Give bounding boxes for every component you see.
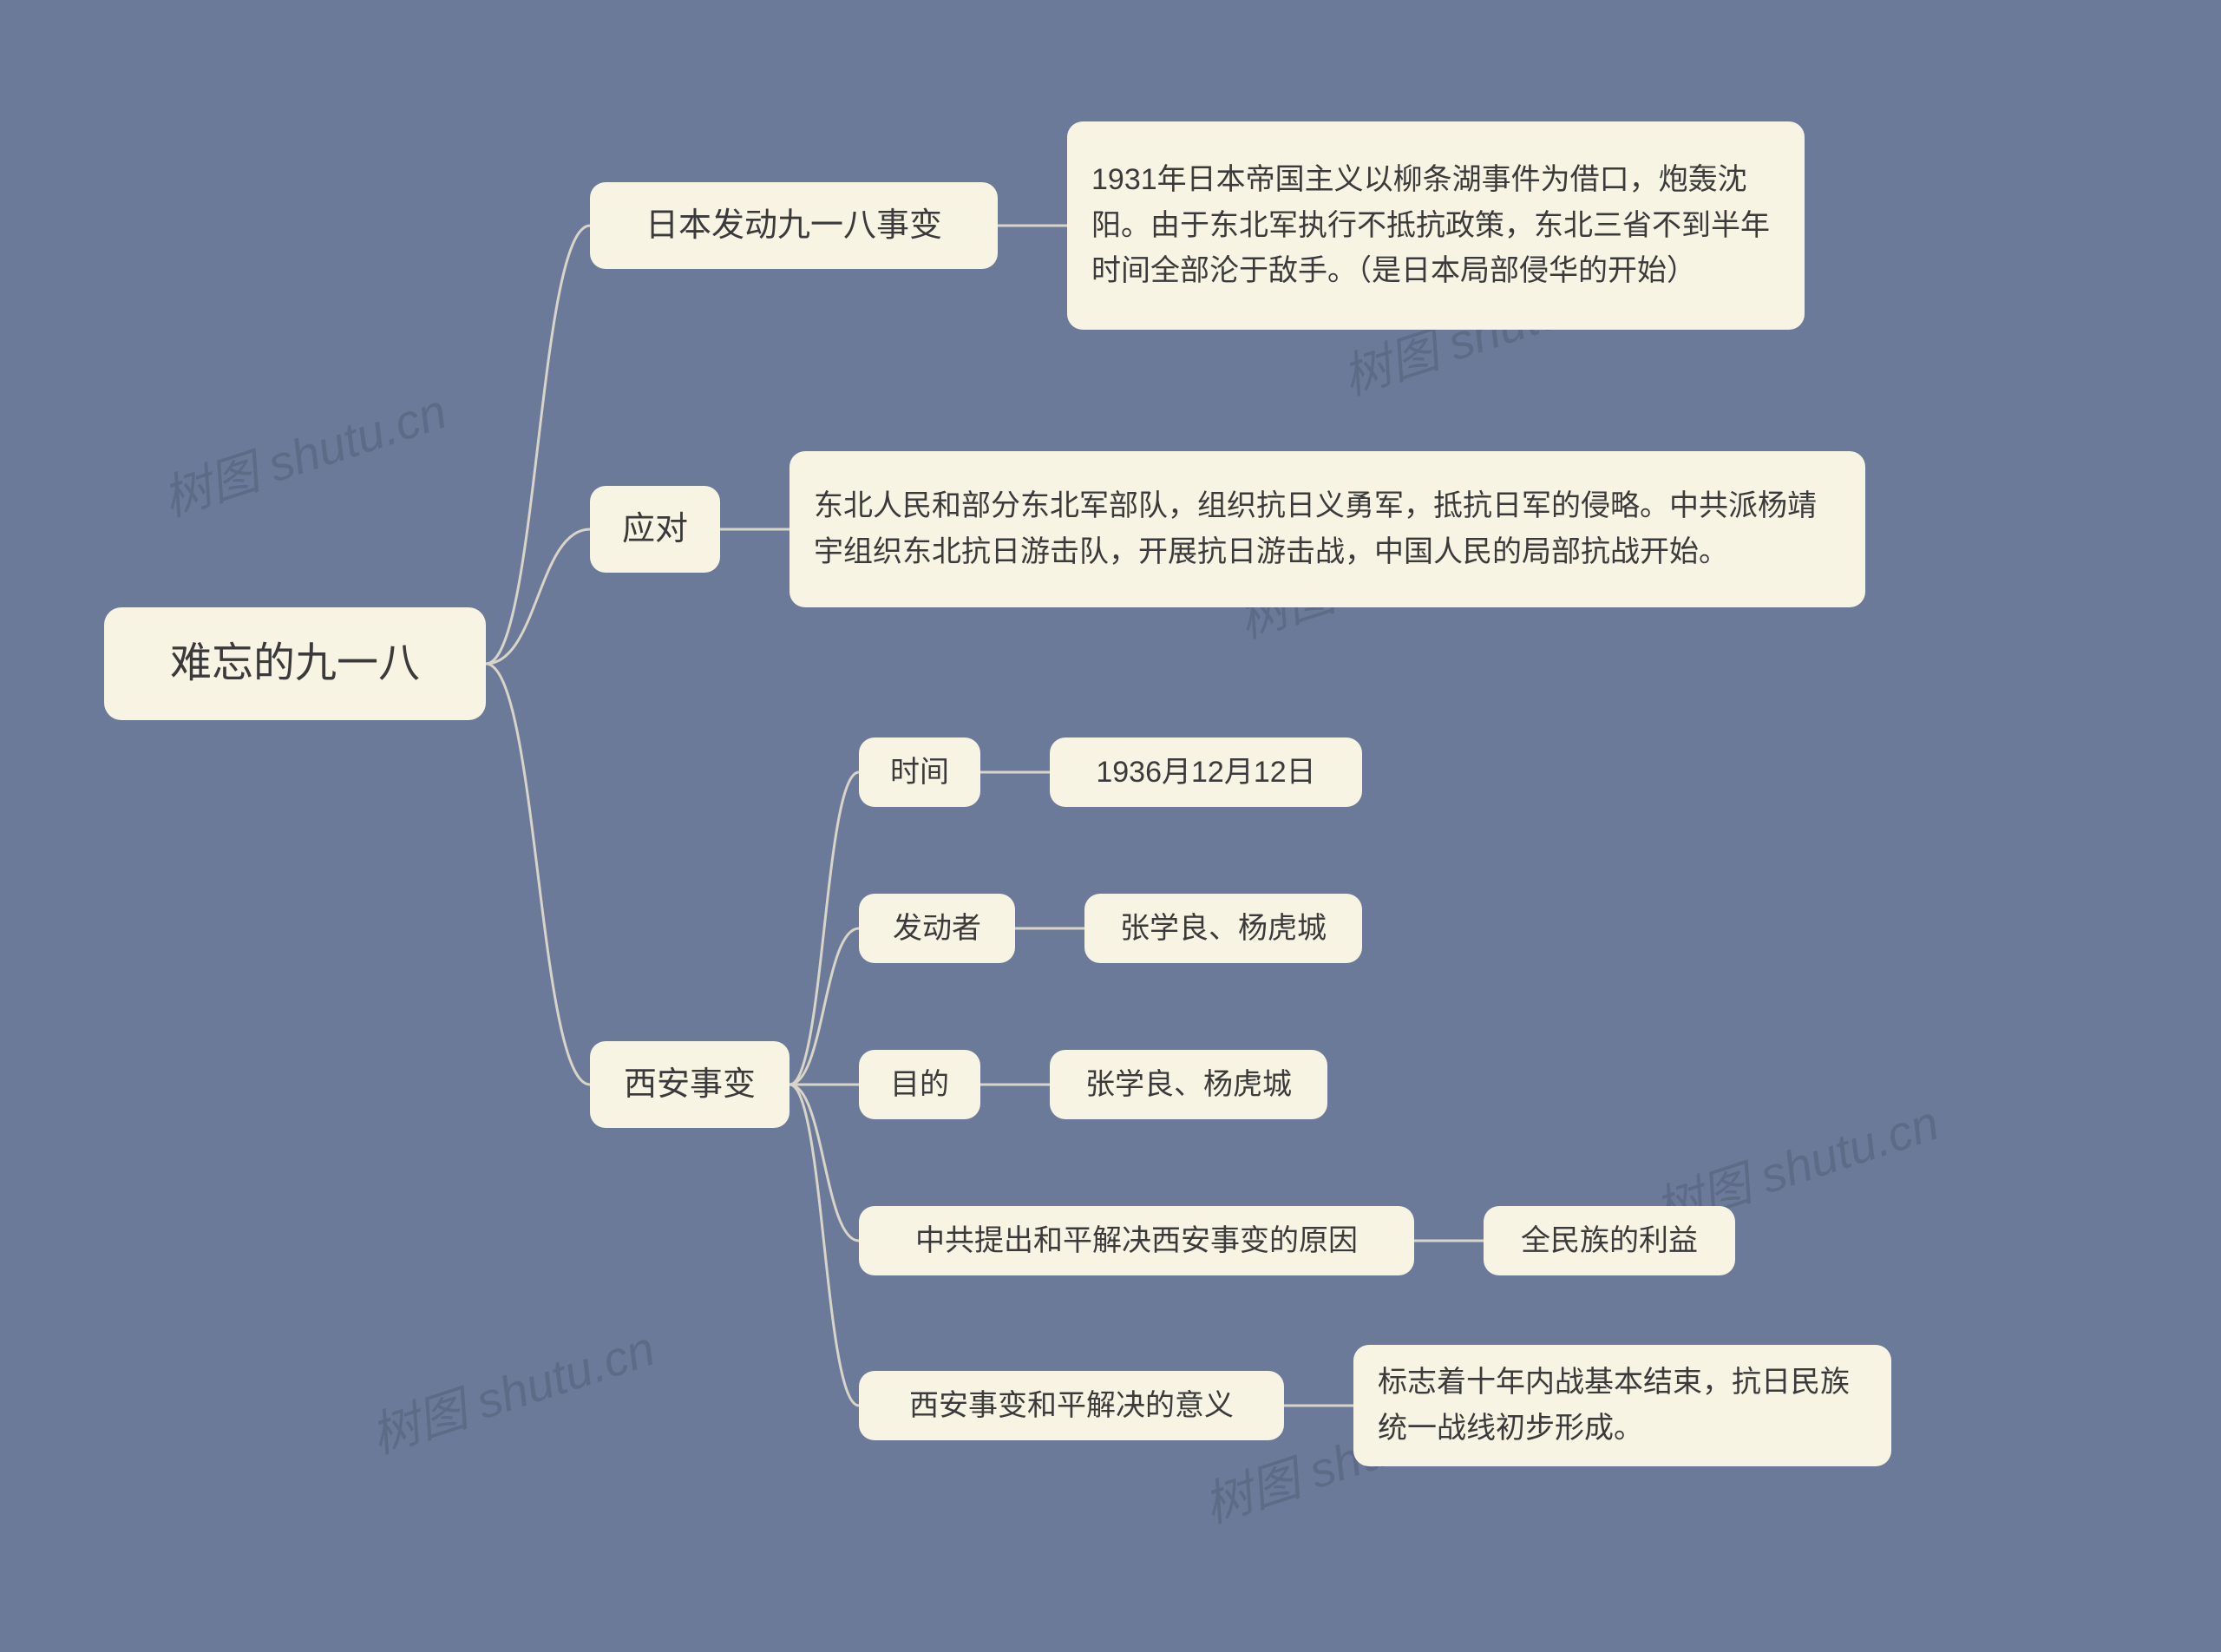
node-xian-meaning[interactable]: 西安事变和平解决的意义	[859, 1371, 1284, 1440]
node-label: 日本发动九一八事变	[645, 200, 942, 252]
node-label: 1936月12月12日	[1096, 750, 1315, 796]
node-xian-reason[interactable]: 中共提出和平解决西安事变的原因	[859, 1206, 1414, 1275]
node-label: 发动者	[893, 906, 981, 952]
watermark: 树图 shutu.cn	[361, 1310, 663, 1468]
root-node[interactable]: 难忘的九一八	[104, 607, 486, 720]
node-response-detail[interactable]: 东北人民和部分东北军部队，组织抗日义勇军，抵抗日军的侵略。中共派杨靖宇组织东北抗…	[789, 451, 1865, 607]
mindmap-canvas: 树图 shutu.cn 树图 shutu.cn 树图 shutu.cn 树图 s…	[0, 0, 2221, 1652]
node-label: 西安事变和平解决的意义	[909, 1383, 1234, 1429]
node-xian-meaning-value[interactable]: 标志着十年内战基本结束，抗日民族统一战线初步形成。	[1353, 1345, 1891, 1466]
node-xian[interactable]: 西安事变	[590, 1041, 789, 1128]
node-xian-who-value[interactable]: 张学良、杨虎城	[1084, 894, 1362, 963]
node-label: 张学良、杨虎城	[1085, 1062, 1292, 1108]
node-label: 东北人民和部分东北军部队，组织抗日义勇军，抵抗日军的侵略。中共派杨靖宇组织东北抗…	[814, 483, 1841, 574]
root-label: 难忘的九一八	[170, 632, 420, 696]
watermark: 树图 shutu.cn	[153, 373, 455, 531]
node-label: 全民族的利益	[1521, 1218, 1698, 1264]
node-jp918-detail[interactable]: 1931年日本帝国主义以柳条湖事件为借口，炮轰沈阳。由于东北军执行不抵抗政策，东…	[1067, 121, 1805, 330]
node-xian-who[interactable]: 发动者	[859, 894, 1015, 963]
node-xian-time-value[interactable]: 1936月12月12日	[1050, 738, 1362, 807]
node-response[interactable]: 应对	[590, 486, 720, 573]
node-label: 时间	[890, 750, 949, 796]
node-label: 中共提出和平解决西安事变的原因	[915, 1218, 1358, 1264]
node-xian-time[interactable]: 时间	[859, 738, 980, 807]
node-xian-goal-value[interactable]: 张学良、杨虎城	[1050, 1050, 1327, 1119]
node-label: 标志着十年内战基本结束，抗日民族统一战线初步形成。	[1378, 1360, 1867, 1451]
node-label: 西安事变	[624, 1059, 756, 1111]
node-xian-goal[interactable]: 目的	[859, 1050, 980, 1119]
node-label: 目的	[890, 1062, 949, 1108]
node-xian-reason-value[interactable]: 全民族的利益	[1484, 1206, 1735, 1275]
node-label: 应对	[622, 504, 688, 555]
node-jp918[interactable]: 日本发动九一八事变	[590, 182, 998, 269]
node-label: 张学良、杨虎城	[1120, 906, 1327, 952]
node-label: 1931年日本帝国主义以柳条湖事件为借口，炮轰沈阳。由于东北军执行不抵抗政策，东…	[1091, 157, 1780, 294]
